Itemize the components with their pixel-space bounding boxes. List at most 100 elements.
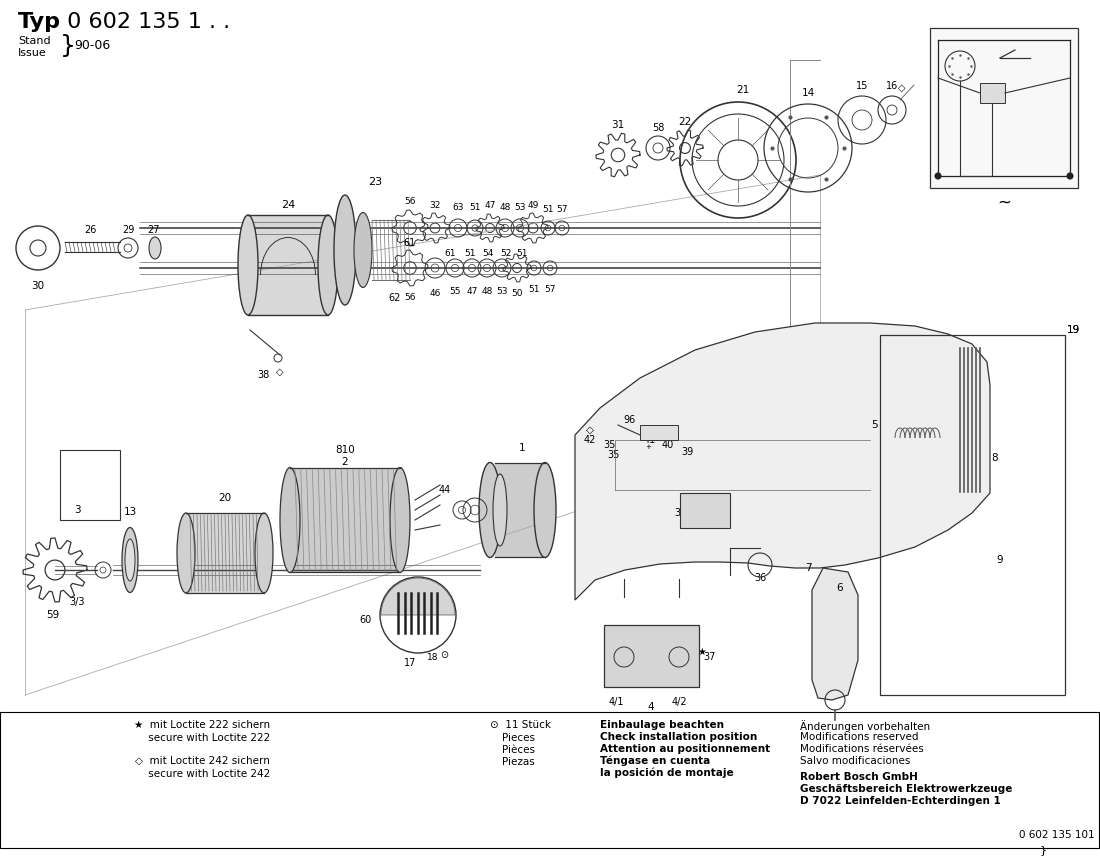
Text: 96: 96 (624, 415, 636, 425)
Text: 22: 22 (679, 117, 692, 127)
Bar (248, 215, 328, 315)
Text: 30: 30 (32, 281, 45, 291)
Bar (186, 513, 264, 593)
Text: ⊙  11 Stück: ⊙ 11 Stück (490, 720, 551, 730)
Wedge shape (381, 578, 455, 615)
Text: 48: 48 (499, 202, 510, 212)
Bar (980, 83, 1005, 103)
Text: 16: 16 (886, 81, 898, 91)
Text: 55: 55 (449, 288, 461, 296)
Text: 27: 27 (146, 225, 160, 235)
Text: 51: 51 (516, 249, 528, 257)
Ellipse shape (122, 528, 138, 593)
Text: 19: 19 (1066, 325, 1079, 335)
Text: ⊙: ⊙ (440, 650, 448, 660)
Text: 6: 6 (837, 583, 844, 593)
Text: ◇: ◇ (586, 425, 594, 435)
Text: 53: 53 (496, 288, 508, 296)
Bar (604, 625, 698, 687)
Text: 50: 50 (512, 289, 522, 297)
Text: 51: 51 (470, 204, 481, 213)
Text: 34: 34 (674, 508, 686, 518)
Text: 8: 8 (992, 453, 999, 463)
Ellipse shape (255, 513, 273, 593)
Text: 51: 51 (528, 285, 540, 295)
Text: 58: 58 (652, 123, 664, 133)
Text: 32: 32 (429, 200, 441, 209)
Polygon shape (575, 323, 990, 600)
Text: 35: 35 (607, 450, 619, 460)
Ellipse shape (534, 462, 556, 557)
Text: 1: 1 (519, 443, 526, 453)
Ellipse shape (354, 213, 372, 288)
Text: 44: 44 (439, 485, 451, 495)
Text: 15: 15 (856, 81, 868, 91)
Bar (880, 335, 1065, 695)
Text: 62: 62 (388, 293, 401, 303)
Text: 36: 36 (754, 573, 766, 583)
Text: 49: 49 (527, 200, 539, 209)
Text: 47: 47 (466, 288, 477, 296)
Ellipse shape (334, 195, 356, 305)
Text: 53: 53 (515, 202, 526, 212)
Text: 4: 4 (648, 702, 654, 712)
Text: 41: 41 (644, 435, 656, 445)
Text: 39: 39 (681, 447, 693, 457)
Ellipse shape (390, 467, 410, 573)
Text: 60: 60 (360, 615, 372, 625)
Text: 18: 18 (427, 652, 439, 662)
Text: Attention au positionnement: Attention au positionnement (600, 744, 770, 754)
Text: Typ: Typ (18, 12, 60, 32)
Text: Piezas: Piezas (502, 757, 535, 767)
Bar (640, 425, 678, 440)
Bar (495, 463, 544, 557)
Text: 20: 20 (219, 493, 232, 503)
Text: 56: 56 (405, 293, 416, 302)
Ellipse shape (148, 237, 161, 259)
Text: Einbaulage beachten: Einbaulage beachten (600, 720, 724, 730)
Text: 4/1: 4/1 (608, 697, 624, 707)
Text: D 7022 Leinfelden-Echterdingen 1: D 7022 Leinfelden-Echterdingen 1 (800, 796, 1001, 806)
Text: 21: 21 (736, 85, 749, 95)
Bar (930, 28, 1078, 188)
Text: 9: 9 (997, 555, 1003, 565)
Text: 54: 54 (482, 249, 494, 257)
Text: Salvo modificaciones: Salvo modificaciones (800, 756, 911, 766)
Text: }: } (60, 34, 76, 58)
Text: 48: 48 (482, 288, 493, 296)
Text: 37: 37 (703, 652, 715, 662)
Text: ★: ★ (697, 647, 706, 657)
Text: 47: 47 (484, 201, 496, 211)
Text: 810: 810 (336, 445, 355, 455)
Text: Stand: Stand (18, 36, 51, 46)
Text: Modifications reserved: Modifications reserved (800, 732, 918, 742)
Text: Robert Bosch GmbH: Robert Bosch GmbH (800, 772, 917, 782)
Text: 3/3: 3/3 (69, 597, 85, 607)
Text: 61: 61 (404, 238, 416, 248)
Text: 31: 31 (612, 120, 625, 130)
Text: Téngase en cuenta: Téngase en cuenta (600, 756, 711, 766)
Text: 57: 57 (544, 285, 556, 295)
Text: 40: 40 (662, 440, 674, 450)
Text: 2: 2 (342, 457, 349, 467)
Text: Geschäftsbereich Elektrowerkzeuge: Geschäftsbereich Elektrowerkzeuge (800, 784, 1012, 794)
Polygon shape (812, 568, 858, 700)
Text: 14: 14 (802, 88, 815, 98)
Text: +: + (645, 444, 651, 450)
Text: Modifications réservées: Modifications réservées (800, 744, 924, 754)
Ellipse shape (177, 513, 195, 593)
Text: 24: 24 (280, 200, 295, 210)
Bar (60, 450, 120, 520)
Text: 51: 51 (464, 249, 475, 257)
Text: 17: 17 (404, 658, 416, 668)
Text: }: } (1040, 845, 1047, 855)
Text: 5: 5 (871, 420, 878, 430)
Text: 29: 29 (122, 225, 134, 235)
Ellipse shape (280, 467, 300, 573)
Text: la posición de montaje: la posición de montaje (600, 768, 734, 778)
Bar (0, 712, 1099, 848)
Text: 51: 51 (542, 205, 553, 213)
Text: ~: ~ (997, 194, 1011, 212)
Text: 19: 19 (1066, 325, 1079, 335)
Text: 7: 7 (805, 563, 812, 573)
